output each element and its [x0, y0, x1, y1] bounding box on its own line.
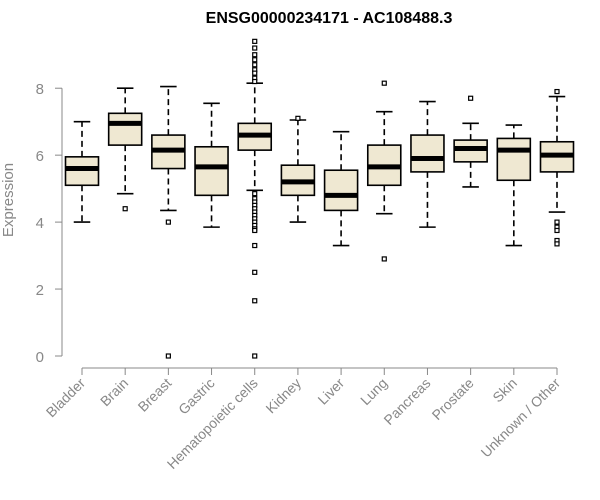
x-tick-label: Brain: [97, 375, 131, 409]
y-tick-label: 8: [36, 81, 44, 98]
x-tick-label: Breast: [135, 375, 175, 415]
chart-title: ENSG00000234171 - AC108488.3: [206, 10, 453, 27]
y-tick-label: 6: [36, 148, 44, 165]
y-tick-label: 2: [36, 282, 44, 299]
box-iqr: [194, 145, 229, 197]
box-iqr: [107, 112, 143, 146]
outlier-point: [252, 269, 258, 275]
outlier-point: [381, 256, 387, 262]
box-hematopoietic-cells: [237, 38, 273, 359]
outlier-point: [554, 241, 560, 247]
outlier-point: [252, 62, 258, 68]
x-tick-label: Gastric: [175, 375, 218, 418]
box-unknown-other: [539, 88, 575, 247]
box-bladder: [64, 120, 100, 223]
outlier-point: [554, 219, 560, 225]
outlier-point: [554, 227, 560, 234]
outlier-point: [295, 115, 301, 121]
x-tick-label: Skin: [489, 375, 520, 406]
outlier-point: [165, 353, 171, 359]
boxplot-series: [64, 38, 575, 359]
outlier-point: [554, 88, 560, 95]
box-skin: [496, 124, 532, 247]
outlier-point: [252, 57, 258, 63]
x-tick-label: Prostate: [429, 375, 477, 423]
box-iqr: [323, 169, 359, 212]
outlier-point: [381, 80, 387, 86]
x-tick-label: Lung: [357, 375, 390, 408]
box-breast: [151, 85, 186, 359]
outlier-point: [122, 206, 128, 212]
box-pancreas: [410, 100, 445, 228]
x-tick-label: Pancreas: [380, 375, 433, 428]
x-tick-label: Liver: [314, 375, 347, 408]
outlier-point: [252, 298, 258, 304]
y-axis-label: Expression: [0, 163, 17, 237]
box-iqr: [453, 139, 488, 163]
outlier-point: [252, 52, 258, 58]
y-tick-label: 4: [36, 215, 44, 232]
y-axis: 0 2 4 6 8: [36, 81, 63, 366]
box-iqr: [64, 156, 100, 187]
box-gastric: [194, 102, 229, 228]
box-lung: [366, 80, 402, 262]
x-tick-label: Unknown / Other: [478, 375, 564, 461]
outlier-point: [252, 242, 258, 249]
outlier-point: [252, 70, 258, 76]
outlier-point: [252, 227, 258, 234]
y-tick-label: 0: [36, 349, 44, 366]
outlier-point: [252, 191, 258, 197]
outlier-point: [252, 353, 258, 359]
outlier-point: [252, 38, 258, 44]
box-liver: [323, 130, 359, 247]
outlier-point: [468, 95, 474, 101]
box-iqr: [496, 137, 532, 182]
box-prostate: [453, 95, 488, 188]
outlier-point: [252, 45, 258, 51]
x-tick-label: Bladder: [43, 375, 89, 421]
box-brain: [107, 87, 143, 212]
x-tick-label: Kidney: [262, 375, 304, 417]
box-kidney: [280, 115, 316, 223]
box-iqr: [410, 134, 445, 173]
outlier-point: [252, 78, 258, 85]
outlier-point: [165, 219, 171, 225]
